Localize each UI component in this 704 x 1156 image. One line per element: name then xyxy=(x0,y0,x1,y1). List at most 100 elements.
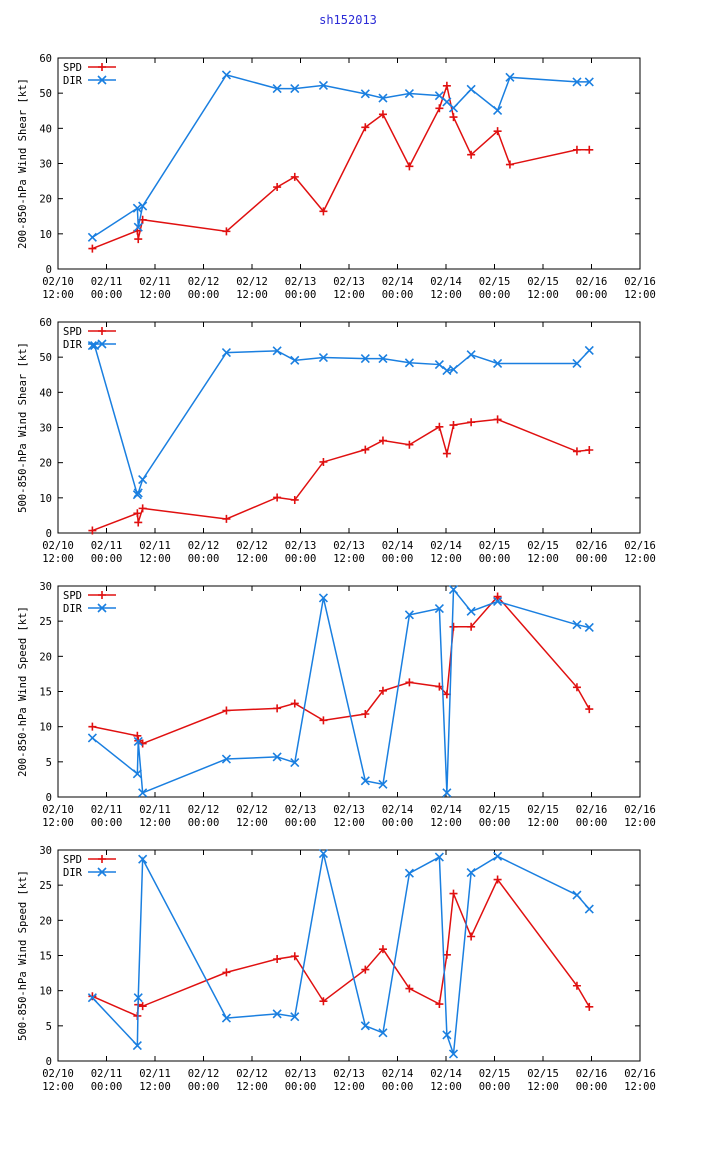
legend-label-dir: DIR xyxy=(63,339,83,351)
x-tick-label-time: 12:00 xyxy=(527,553,559,565)
point-spd xyxy=(138,504,147,513)
point-dir xyxy=(138,788,148,798)
x-tick-label-date: 02/13 xyxy=(285,276,317,288)
x-tick-label-date: 02/14 xyxy=(430,1068,462,1080)
x-tick-label-time: 12:00 xyxy=(527,817,559,829)
panel-1: 010203040506002/1012:0002/1100:0002/1112… xyxy=(17,53,656,301)
x-tick-label-time: 00:00 xyxy=(188,1081,220,1093)
x-tick-label-date: 02/15 xyxy=(527,540,559,552)
x-tick-label-time: 12:00 xyxy=(139,289,171,301)
x-tick-label-date: 02/13 xyxy=(285,540,317,552)
point-dir xyxy=(133,736,143,747)
point-spd xyxy=(405,678,414,687)
point-dir xyxy=(290,757,300,768)
point-dir xyxy=(290,84,300,94)
x-tick-label-date: 02/11 xyxy=(91,804,123,816)
x-tick-label-date: 02/11 xyxy=(91,276,123,288)
point-dir xyxy=(272,346,282,356)
point-dir xyxy=(404,868,414,878)
plot-frame xyxy=(57,57,641,270)
x-tick-label-time: 12:00 xyxy=(333,553,365,565)
point-spd xyxy=(435,1000,444,1009)
legend-marker-spd xyxy=(98,855,106,863)
point-dir xyxy=(493,358,503,369)
series-line-dir xyxy=(91,853,590,1055)
legend-label-spd: SPD xyxy=(63,62,82,74)
point-spd xyxy=(273,704,282,713)
y-axis-label: 500-850-hPa Wind Shear [kt] xyxy=(17,342,29,513)
x-tick-label-time: 12:00 xyxy=(527,1081,559,1093)
point-dir xyxy=(360,354,370,364)
x-tick-label-date: 02/11 xyxy=(139,540,171,552)
x-tick-label-time: 00:00 xyxy=(479,1081,511,1093)
point-spd xyxy=(273,493,282,502)
point-spd xyxy=(133,731,142,740)
point-dir xyxy=(138,854,148,864)
point-dir xyxy=(360,1021,370,1031)
y-tick-label: 0 xyxy=(46,1056,52,1068)
x-tick-label-time: 12:00 xyxy=(333,1081,365,1093)
point-dir xyxy=(87,340,97,351)
series-line-dir xyxy=(92,344,590,497)
x-tick-label-date: 02/16 xyxy=(624,540,656,552)
x-tick-label-date: 02/15 xyxy=(479,1068,511,1080)
x-tick-label-date: 02/12 xyxy=(188,1068,220,1080)
point-dir xyxy=(434,603,444,614)
x-tick-label-time: 00:00 xyxy=(576,1081,608,1093)
y-tick-label: 50 xyxy=(39,88,52,100)
point-dir xyxy=(378,354,388,364)
x-tick-label-time: 00:00 xyxy=(188,553,220,565)
x-tick-label-time: 12:00 xyxy=(42,553,74,565)
point-dir xyxy=(132,1040,142,1051)
x-tick-label-time: 00:00 xyxy=(479,817,511,829)
x-tick-label-date: 02/10 xyxy=(42,540,74,552)
point-dir xyxy=(442,788,452,798)
point-spd xyxy=(319,997,328,1006)
x-tick-label-time: 12:00 xyxy=(42,817,74,829)
panel-2: 010203040506002/1012:0002/1100:0002/1112… xyxy=(17,317,656,565)
point-spd xyxy=(493,875,502,884)
y-tick-label: 0 xyxy=(46,792,52,804)
panel-4: 05101520253002/1012:0002/1100:0002/1112:… xyxy=(17,845,656,1093)
point-dir xyxy=(133,222,143,232)
legend-marker-dir xyxy=(97,867,107,877)
x-tick-label-time: 12:00 xyxy=(527,289,559,301)
x-tick-label-time: 00:00 xyxy=(91,289,123,301)
x-tick-label-date: 02/12 xyxy=(236,540,268,552)
point-spd xyxy=(435,422,444,431)
point-spd xyxy=(290,952,299,961)
y-tick-label: 10 xyxy=(39,493,52,505)
x-tick-label-date: 02/11 xyxy=(91,1068,123,1080)
x-tick-label-date: 02/14 xyxy=(382,1068,414,1080)
x-tick-label-time: 00:00 xyxy=(382,1081,414,1093)
point-dir xyxy=(448,584,459,595)
x-tick-label-time: 12:00 xyxy=(139,553,171,565)
x-tick-label-date: 02/14 xyxy=(430,540,462,552)
point-dir xyxy=(572,620,582,630)
point-dir xyxy=(378,93,388,103)
point-dir xyxy=(318,593,328,603)
point-spd xyxy=(134,518,143,527)
x-tick-label-date: 02/14 xyxy=(382,276,414,288)
x-tick-label-date: 02/13 xyxy=(285,804,317,816)
x-tick-label-date: 02/10 xyxy=(42,804,74,816)
x-tick-label-time: 12:00 xyxy=(430,553,462,565)
legend-label-spd: SPD xyxy=(63,854,82,866)
point-dir xyxy=(318,848,328,859)
x-tick-label-time: 00:00 xyxy=(479,553,511,565)
y-tick-label: 20 xyxy=(39,458,52,470)
figure-title: sh152013 xyxy=(319,13,377,27)
x-tick-label-date: 02/11 xyxy=(139,1068,171,1080)
point-spd xyxy=(361,123,370,132)
x-tick-label-date: 02/15 xyxy=(479,804,511,816)
legend-label-dir: DIR xyxy=(63,75,83,87)
x-tick-label-date: 02/12 xyxy=(236,276,268,288)
point-dir xyxy=(584,77,594,87)
point-dir xyxy=(138,201,148,211)
point-dir xyxy=(290,1012,300,1022)
x-tick-label-time: 12:00 xyxy=(42,1081,74,1093)
point-spd xyxy=(222,706,231,715)
x-tick-label-time: 00:00 xyxy=(285,1081,317,1093)
point-dir xyxy=(404,610,414,620)
point-dir xyxy=(132,203,142,213)
